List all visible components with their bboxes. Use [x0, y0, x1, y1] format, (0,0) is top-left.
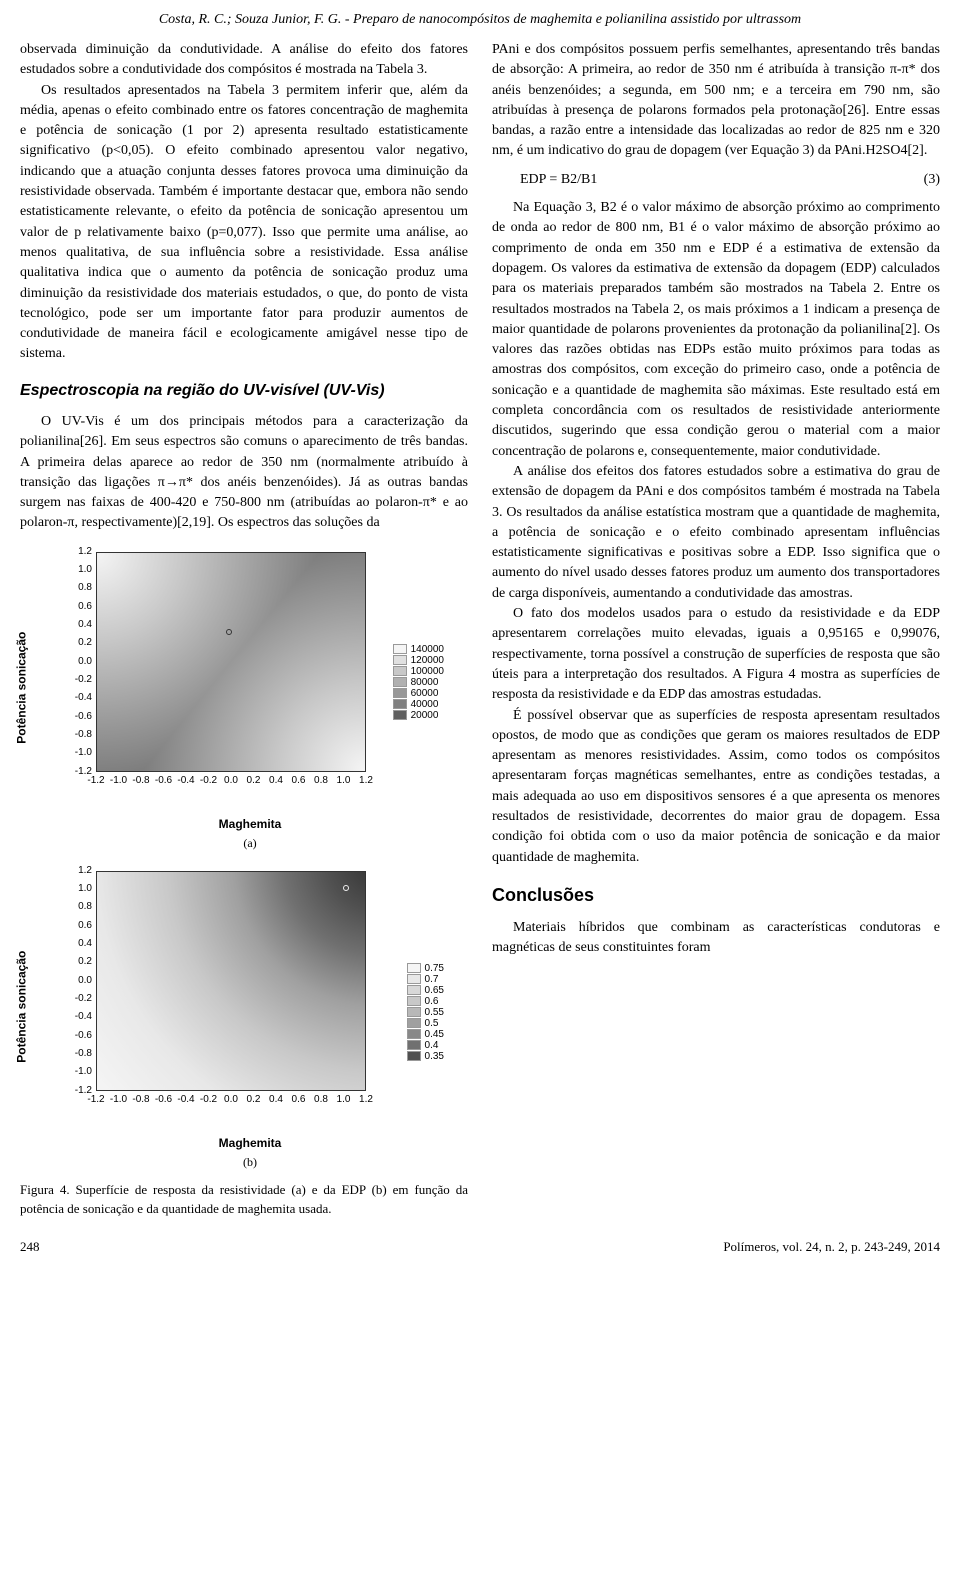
- left-column: observada diminuição da condutividade. A…: [20, 40, 468, 1219]
- paragraph: Na Equação 3, B2 é o valor máximo de abs…: [492, 198, 940, 462]
- paragraph: Materiais híbridos que combinam as carac…: [492, 918, 940, 959]
- content-columns: observada diminuição da condutividade. A…: [20, 40, 940, 1219]
- equation-body: EDP = B2/B1: [520, 170, 597, 190]
- y-ticks: 1.21.00.80.60.40.20.0-0.2-0.4-0.6-0.8-1.…: [60, 871, 94, 1091]
- equation-number: (3): [924, 170, 940, 190]
- page-footer: 248 Polímeros, vol. 24, n. 2, p. 243-249…: [20, 1239, 940, 1255]
- figure-4a: Potência sonicação 1.21.00.80.60.40.20.0…: [20, 544, 468, 853]
- right-column: PAni e dos compósitos possuem perfis sem…: [492, 40, 940, 1219]
- paragraph: PAni e dos compósitos possuem perfis sem…: [492, 40, 940, 162]
- y-axis-label: Potência sonicação: [13, 950, 30, 1062]
- contour-plot-a: Potência sonicação 1.21.00.80.60.40.20.0…: [60, 544, 440, 814]
- paragraph: É possível observar que as superfícies d…: [492, 706, 940, 868]
- paragraph: O UV-Vis é um dos principais métodos par…: [20, 412, 468, 534]
- y-axis-label: Potência sonicação: [13, 631, 30, 743]
- subplot-label: (b): [60, 1154, 440, 1171]
- legend: 14000012000010000080000600004000020000: [393, 644, 444, 721]
- section-heading: Conclusões: [492, 882, 940, 908]
- x-axis-label: Maghemita: [60, 1135, 440, 1152]
- x-axis-label: Maghemita: [60, 816, 440, 833]
- page-header: Costa, R. C.; Souza Junior, F. G. - Prep…: [20, 12, 940, 28]
- y-ticks: 1.21.00.80.60.40.20.0-0.2-0.4-0.6-0.8-1.…: [60, 552, 94, 772]
- plot-area: [96, 552, 366, 772]
- paragraph: A análise dos efeitos dos fatores estuda…: [492, 462, 940, 604]
- section-heading: Espectroscopia na região do UV-visível (…: [20, 379, 468, 402]
- paragraph: observada diminuição da condutividade. A…: [20, 40, 468, 81]
- contour-plot-b: Potência sonicação 1.21.00.80.60.40.20.0…: [60, 863, 440, 1133]
- figure-4b: Potência sonicação 1.21.00.80.60.40.20.0…: [20, 863, 468, 1172]
- page-number: 248: [20, 1239, 40, 1255]
- subplot-label: (a): [60, 835, 440, 852]
- equation: EDP = B2/B1 (3): [520, 170, 940, 190]
- citation: Polímeros, vol. 24, n. 2, p. 243-249, 20…: [723, 1239, 940, 1255]
- figure-caption: Figura 4. Superfície de resposta da resi…: [20, 1181, 468, 1219]
- paragraph: Os resultados apresentados na Tabela 3 p…: [20, 81, 468, 365]
- legend: 0.750.70.650.60.550.50.450.40.35: [407, 963, 444, 1062]
- plot-area: [96, 871, 366, 1091]
- paragraph: O fato dos modelos usados para o estudo …: [492, 604, 940, 705]
